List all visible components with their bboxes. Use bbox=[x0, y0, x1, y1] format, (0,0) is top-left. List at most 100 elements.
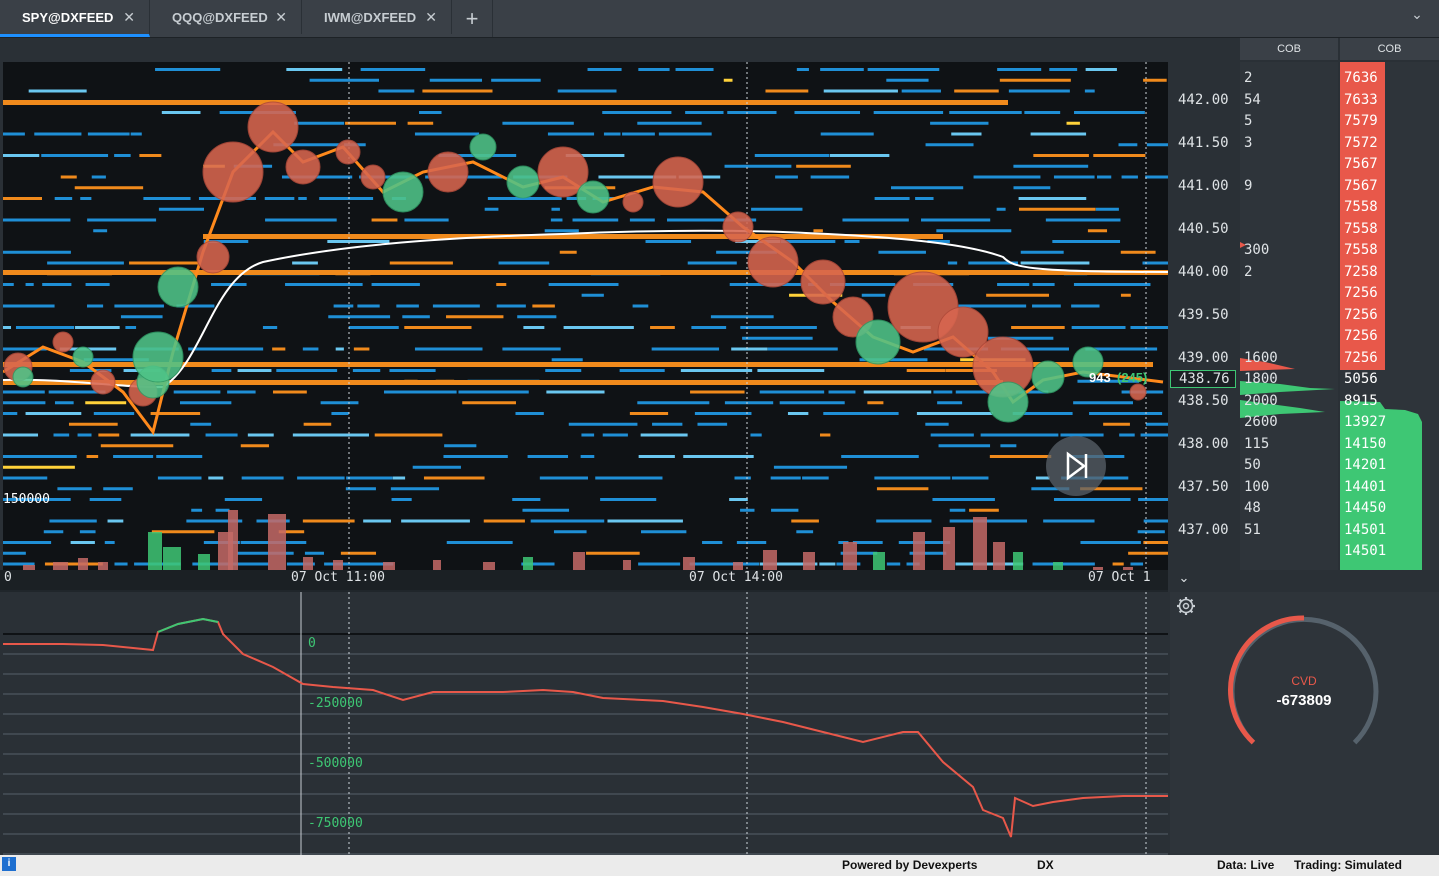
cob-row: 5056 bbox=[1344, 371, 1378, 387]
status-bar: i Powered by Devexperts DX Data: Live Tr… bbox=[0, 855, 1439, 876]
gauge-label: CVD bbox=[1291, 674, 1317, 688]
liquidity-wall bbox=[3, 100, 1008, 105]
buy-bubble bbox=[987, 381, 1029, 423]
close-icon[interactable]: ✕ bbox=[123, 9, 135, 25]
chevron-down-icon[interactable]: ⌄ bbox=[1411, 6, 1423, 22]
cob-row: 2 bbox=[1244, 263, 1253, 280]
price-label: 437.50 bbox=[1178, 479, 1229, 495]
sell-volume-bar bbox=[683, 557, 695, 570]
cob-row: 1600 bbox=[1244, 349, 1278, 366]
sell-volume-bar bbox=[573, 552, 585, 570]
cob-row: 7558 bbox=[1344, 220, 1378, 237]
cob-row: 48 bbox=[1244, 500, 1261, 516]
tab-bar: SPY@DXFEED ✕ QQQ@DXFEED ✕ IWM@DXFEED ✕ bbox=[0, 0, 1439, 38]
sell-bubble bbox=[90, 369, 116, 395]
trading-status: Trading: Simulated bbox=[1294, 858, 1403, 872]
sell-volume-bar bbox=[843, 542, 857, 570]
buy-volume-bar bbox=[198, 554, 210, 570]
sell-volume-bar bbox=[303, 557, 313, 570]
buy-volume-bar bbox=[148, 532, 162, 570]
sell-volume-bar bbox=[803, 552, 815, 570]
cob-row: 1800 bbox=[1244, 371, 1278, 387]
sell-bubble bbox=[722, 211, 754, 243]
cvd-axis-label: -750000 bbox=[308, 816, 363, 831]
cvd-gauge bbox=[1228, 615, 1379, 745]
tab-label: SPY@DXFEED bbox=[22, 9, 114, 25]
sell-volume-bar bbox=[78, 558, 88, 570]
cob-row: 14501 bbox=[1344, 543, 1387, 559]
sell-volume-bar bbox=[913, 532, 925, 570]
cvd-canvas bbox=[3, 592, 1168, 855]
cob-row: 7636 bbox=[1344, 70, 1378, 86]
price-label: 441.50 bbox=[1178, 135, 1229, 151]
sell-bubble bbox=[937, 306, 989, 358]
sell-bubble bbox=[360, 164, 386, 190]
sell-volume-bar bbox=[733, 562, 743, 570]
close-icon[interactable]: ✕ bbox=[425, 9, 437, 25]
price-label: 442.00 bbox=[1178, 92, 1229, 108]
gear-icon[interactable] bbox=[1176, 596, 1196, 616]
cob-row: 7256 bbox=[1344, 349, 1378, 366]
sell-volume-bar bbox=[98, 562, 108, 570]
cob-row: 7567 bbox=[1344, 156, 1378, 172]
sell-volume-bar bbox=[993, 542, 1005, 570]
sell-bubble bbox=[247, 101, 299, 153]
sell-bubble bbox=[285, 149, 321, 185]
buy-bubble bbox=[12, 366, 34, 388]
heatmap-chart[interactable]: 150000 943 (245) bbox=[2, 62, 1206, 570]
sell-bubble bbox=[202, 141, 264, 203]
price-axis: 442.00 441.50 441.00 440.50 440.00 439.5… bbox=[1170, 62, 1238, 570]
cob-row: 7633 bbox=[1344, 91, 1378, 108]
vwap-line bbox=[2, 229, 1169, 389]
buy-bubble bbox=[1031, 360, 1065, 394]
sell-bubble bbox=[1129, 383, 1147, 401]
sell-bubble bbox=[52, 331, 74, 353]
dx-logo: DX bbox=[1037, 858, 1054, 872]
sell-bubble bbox=[652, 156, 704, 208]
sell-volume-bar bbox=[943, 527, 955, 570]
cob-row: 7558 bbox=[1344, 242, 1378, 258]
cvd-axis-label: -500000 bbox=[308, 756, 363, 771]
cob-row: 14501 bbox=[1344, 521, 1387, 538]
sell-volume-bar bbox=[23, 565, 35, 570]
cob-right-column: 7636 7633 7579 7572 7567 7567 7558 7558 7558 7258… bbox=[1340, 62, 1439, 570]
close-icon[interactable]: ✕ bbox=[275, 9, 287, 25]
liquidity-wall bbox=[3, 362, 1153, 367]
sell-volume-bar bbox=[763, 550, 777, 570]
sell-volume-bar bbox=[1123, 567, 1133, 570]
cob-row: 2000 bbox=[1244, 392, 1278, 409]
cob-row: 13927 bbox=[1344, 414, 1387, 430]
cob-row: 7558 bbox=[1344, 199, 1378, 215]
panel-divider[interactable] bbox=[0, 590, 1168, 592]
price-label: 437.00 bbox=[1178, 522, 1229, 538]
last-trade-label: 943 bbox=[1089, 370, 1111, 385]
buy-bubble bbox=[576, 180, 610, 214]
gauge-value: -673809 bbox=[1276, 692, 1332, 709]
buy-bubble bbox=[1072, 346, 1104, 378]
buy-volume-bar bbox=[1053, 562, 1063, 570]
buy-bubble bbox=[72, 346, 94, 368]
info-icon[interactable]: i bbox=[2, 857, 16, 871]
buy-bubble bbox=[132, 331, 184, 383]
cob-row: 2600 bbox=[1244, 414, 1278, 430]
time-axis: 0 07 Oct 11:00 07 Oct 14:00 07 Oct 1 bbox=[0, 570, 1168, 590]
skip-to-live-icon[interactable] bbox=[1046, 436, 1106, 496]
cob-row: 14150 bbox=[1344, 435, 1387, 452]
chevron-down-icon[interactable]: ⌄ bbox=[1178, 570, 1190, 585]
tab-qqq[interactable]: QQQ@DXFEED ✕ bbox=[150, 0, 302, 34]
cob-row: 2 bbox=[1244, 70, 1253, 86]
liquidity-wall bbox=[203, 234, 943, 239]
sell-bubble bbox=[196, 240, 230, 274]
sell-volume-bar bbox=[973, 517, 987, 570]
add-tab-button[interactable]: + bbox=[452, 0, 493, 37]
liquidity-wall bbox=[3, 270, 1168, 275]
cvd-line bbox=[3, 617, 1168, 838]
buy-bubble bbox=[157, 266, 199, 308]
tab-iwm[interactable]: IWM@DXFEED ✕ bbox=[302, 0, 452, 34]
sell-bubble bbox=[747, 236, 799, 288]
liquidity-wall bbox=[3, 380, 1003, 385]
cob-row: 7256 bbox=[1344, 306, 1378, 323]
cvd-chart[interactable]: 0 -250000 -500000 -750000 bbox=[3, 592, 1168, 855]
price-label: 440.50 bbox=[1178, 221, 1229, 237]
tab-spy[interactable]: SPY@DXFEED ✕ bbox=[0, 0, 150, 37]
